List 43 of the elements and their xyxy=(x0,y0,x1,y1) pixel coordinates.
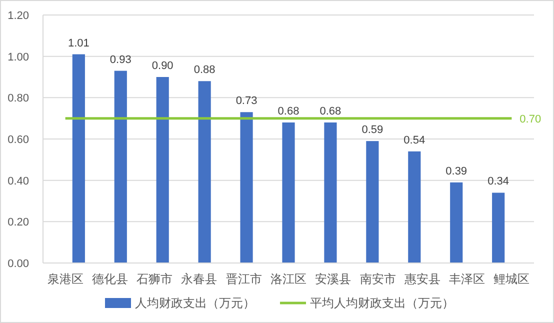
data-label: 1.01 xyxy=(68,37,90,50)
y-tick-label: 1.20 xyxy=(8,10,29,22)
y-tick-label: 0.20 xyxy=(8,216,29,229)
x-tick-label: 鲤城区 xyxy=(494,272,530,286)
y-tick-label: 0.80 xyxy=(8,92,29,105)
x-tick-label: 丰泽区 xyxy=(449,272,486,286)
data-label: 0.68 xyxy=(320,105,342,118)
x-tick-label: 惠安县 xyxy=(403,272,440,286)
bar xyxy=(450,182,463,263)
y-tick-label: 0.60 xyxy=(8,134,29,146)
x-tick-label: 南安市 xyxy=(360,272,396,286)
data-label: 0.39 xyxy=(446,165,468,178)
x-tick-label: 洛江区 xyxy=(270,272,306,286)
data-label: 0.59 xyxy=(362,124,384,136)
data-label: 0.73 xyxy=(236,95,258,108)
x-tick-label: 永春县 xyxy=(181,272,218,286)
data-label: 0.93 xyxy=(110,54,132,66)
data-label: 0.68 xyxy=(278,105,300,118)
bar xyxy=(492,192,505,263)
bar xyxy=(114,70,127,263)
bar xyxy=(324,122,337,263)
x-tick-label: 德化县 xyxy=(92,272,128,286)
data-label: 0.34 xyxy=(488,176,510,188)
y-tick-label: 1.00 xyxy=(8,51,29,64)
x-tick-label: 晋江市 xyxy=(226,272,262,286)
y-tick-label: 0.00 xyxy=(8,258,29,270)
x-tick-label: 安溪县 xyxy=(315,272,352,286)
y-tick-label: 0.40 xyxy=(8,175,29,188)
x-tick-label: 泉港区 xyxy=(47,272,84,286)
bar xyxy=(366,141,379,263)
data-label: 0.88 xyxy=(194,64,216,76)
bar xyxy=(282,122,295,263)
data-label: 0.70 xyxy=(520,113,542,126)
bar xyxy=(198,81,211,263)
bar xyxy=(408,151,421,263)
x-tick-label: 石狮市 xyxy=(136,272,173,286)
bar xyxy=(240,112,253,263)
legend-label: 平均人均财政支出（万元） xyxy=(310,296,454,310)
bar xyxy=(72,54,85,263)
data-label: 0.54 xyxy=(404,134,426,146)
data-label: 0.90 xyxy=(152,60,174,72)
bar xyxy=(156,77,169,263)
legend-label: 人均财政支出（万元） xyxy=(135,296,255,310)
